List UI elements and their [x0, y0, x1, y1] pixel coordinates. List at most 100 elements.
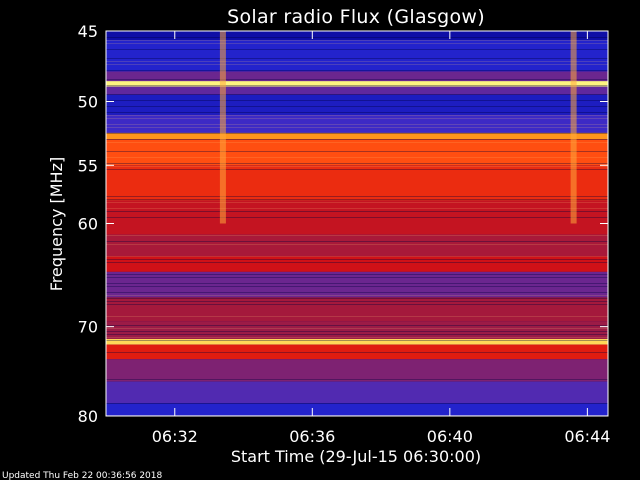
- texture-line: [106, 331, 608, 332]
- texture-line: [106, 274, 608, 275]
- x-axis: 06:32 06:36 06:40 06:44: [152, 31, 610, 446]
- intensity-band-9: [106, 165, 608, 201]
- intensity-band-20: [106, 403, 608, 416]
- texture-line: [106, 37, 608, 38]
- texture-line: [106, 157, 608, 158]
- intensity-band-17: [106, 344, 608, 360]
- texture-line: [106, 283, 608, 284]
- texture-line: [106, 403, 608, 404]
- intensity-band-12: [106, 256, 608, 272]
- intensity-band-11: [106, 234, 608, 257]
- updated-timestamp: Updated Thu Feb 22 00:36:56 2018: [2, 471, 163, 480]
- texture-line: [106, 208, 608, 209]
- texture-line: [106, 235, 608, 236]
- texture-line: [106, 304, 608, 305]
- intensity-band-2: [106, 71, 608, 82]
- texture-line: [106, 70, 608, 71]
- texture-line: [106, 286, 608, 287]
- texture-line: [106, 112, 608, 113]
- texture-line: [106, 202, 608, 203]
- y-tick-label: 50: [78, 93, 98, 112]
- texture-line: [106, 169, 608, 170]
- texture-line: [106, 106, 608, 107]
- texture-line: [106, 142, 608, 143]
- texture-line: [106, 43, 608, 44]
- texture-line: [106, 256, 608, 257]
- intensity-bands: [106, 31, 608, 416]
- texture-line: [106, 259, 608, 260]
- texture-line: [106, 118, 608, 119]
- texture-line: [106, 100, 608, 101]
- texture-line: [106, 79, 608, 80]
- x-tick-label: 06:40: [427, 427, 473, 446]
- texture-line: [106, 292, 608, 293]
- intensity-band-19: [106, 381, 608, 404]
- y-tick-label: 45: [78, 22, 98, 41]
- y-axis: 45 50 55 60 70 80: [78, 22, 608, 426]
- texture-line: [106, 244, 608, 245]
- texture-line: [106, 352, 608, 353]
- texture-line: [106, 133, 608, 134]
- texture-line: [106, 298, 608, 299]
- texture-line: [106, 166, 608, 167]
- intensity-band-3: [106, 81, 608, 87]
- x-tick-label: 06:32: [152, 427, 198, 446]
- y-tick-label: 55: [78, 156, 98, 175]
- x-axis-label: Start Time (29-Jul-15 06:30:00): [231, 447, 481, 466]
- intensity-band-6: [106, 114, 608, 133]
- texture-line: [106, 61, 608, 62]
- texture-line: [106, 334, 608, 335]
- texture-line: [106, 337, 608, 338]
- texture-line: [106, 295, 608, 296]
- texture-line: [106, 241, 608, 242]
- time-stripes: [106, 37, 608, 416]
- x-tick-label: 06:36: [289, 427, 335, 446]
- texture-line: [106, 211, 608, 212]
- y-tick-label: 70: [78, 318, 98, 337]
- texture-line: [106, 379, 608, 380]
- texture-line: [106, 163, 608, 164]
- burst-markers: [219, 31, 577, 224]
- texture-line: [106, 340, 608, 341]
- y-tick-label: 80: [78, 407, 98, 426]
- intensity-band-16: [106, 338, 608, 345]
- intensity-band-4: [106, 86, 608, 95]
- texture-line: [106, 94, 608, 95]
- texture-line: [106, 139, 608, 140]
- intensity-band-8: [106, 139, 608, 166]
- texture-line: [106, 199, 608, 200]
- intensity-band-18: [106, 359, 608, 382]
- texture-line: [106, 40, 608, 41]
- texture-line: [106, 316, 608, 317]
- texture-line: [106, 325, 608, 326]
- texture-line: [106, 124, 608, 125]
- intensity-band-13: [106, 271, 608, 298]
- chart-title: Solar radio Flux (Glasgow): [227, 6, 485, 28]
- y-tick-label: 60: [78, 215, 98, 234]
- intensity-band-15: [106, 321, 608, 339]
- texture-line: [106, 301, 608, 302]
- intensity-band-7: [106, 132, 608, 140]
- texture-line: [106, 217, 608, 218]
- texture-line: [106, 64, 608, 65]
- plot-area: [105, 30, 609, 417]
- texture-line: [106, 85, 608, 86]
- texture-line: [106, 151, 608, 152]
- texture-line: [106, 328, 608, 329]
- intensity-band-0: [106, 31, 608, 40]
- burst-column-0: [219, 31, 226, 224]
- texture-line: [106, 277, 608, 278]
- texture-line: [106, 127, 608, 128]
- y-axis-label: Frequency [MHz]: [47, 157, 66, 291]
- texture-line: [106, 196, 608, 197]
- intensity-band-14: [106, 297, 608, 322]
- intensity-band-10: [106, 200, 608, 235]
- burst-column-1: [570, 31, 577, 224]
- texture-line: [106, 115, 608, 116]
- texture-line: [106, 262, 608, 263]
- texture-line: [106, 49, 608, 50]
- texture-line: [106, 58, 608, 59]
- intensity-band-1: [106, 39, 608, 72]
- x-tick-label: 06:44: [564, 427, 610, 446]
